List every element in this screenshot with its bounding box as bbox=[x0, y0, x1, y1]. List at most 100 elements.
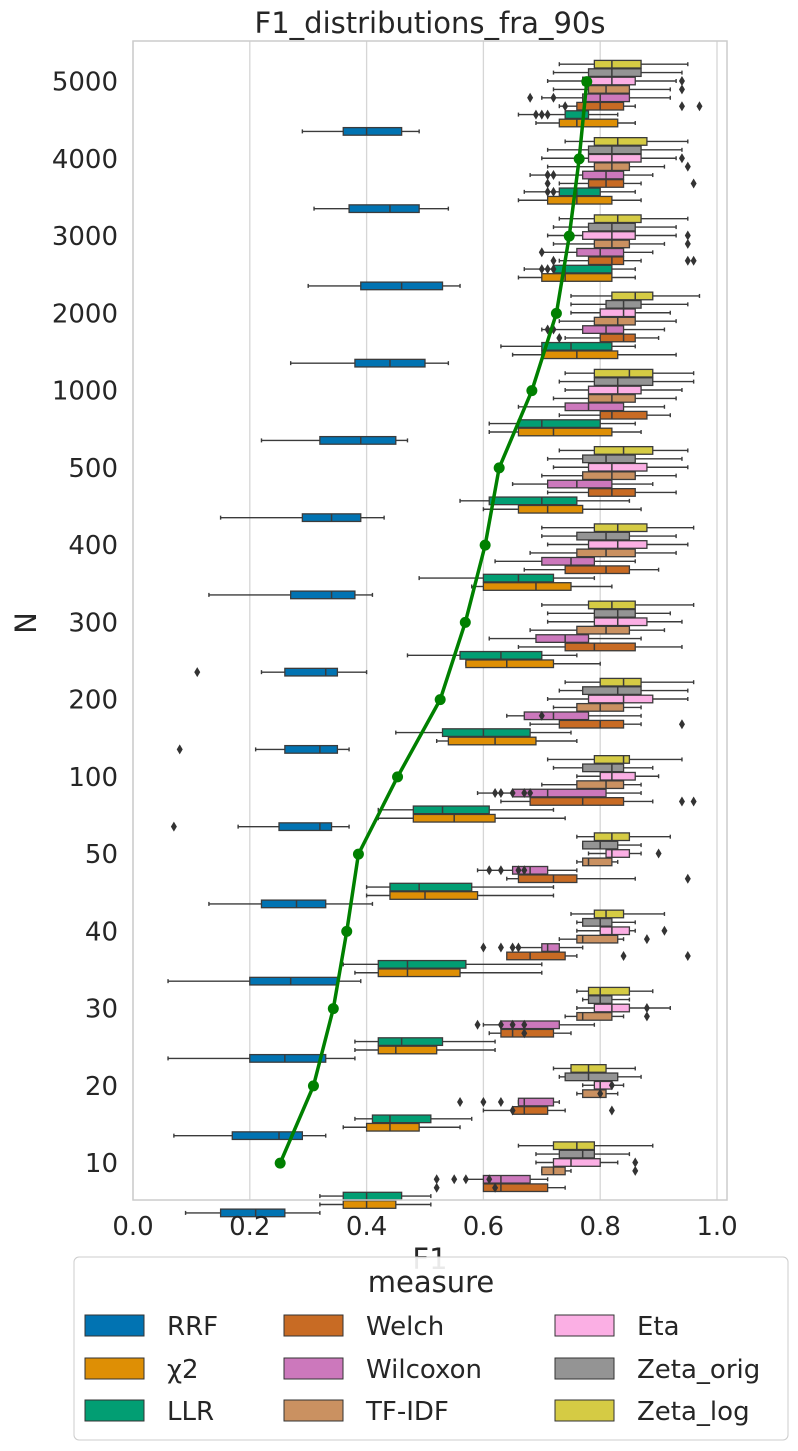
box bbox=[465, 659, 555, 669]
box bbox=[582, 763, 625, 773]
y-tick-label: 5000 bbox=[52, 68, 118, 98]
box-zetaorig-n500 bbox=[546, 454, 683, 464]
box-tfidf-n20 bbox=[576, 1088, 619, 1099]
legend-swatch bbox=[84, 1399, 145, 1422]
outlier bbox=[176, 744, 183, 755]
box-tfidf-n10 bbox=[541, 1165, 639, 1176]
outlier bbox=[497, 942, 504, 953]
box bbox=[342, 1191, 403, 1201]
box bbox=[599, 410, 648, 420]
box-llr-n100 bbox=[377, 805, 555, 815]
box bbox=[587, 84, 631, 94]
box-zetalog-n400 bbox=[541, 523, 695, 533]
mean-point bbox=[493, 462, 505, 474]
outlier bbox=[684, 161, 691, 172]
outlier bbox=[509, 788, 516, 799]
box-tfidf-n2000 bbox=[558, 316, 677, 326]
legend-frame bbox=[73, 1256, 789, 1441]
box-zetalog-n10 bbox=[517, 1141, 654, 1151]
legend-label: RRF bbox=[167, 1312, 218, 1342]
box-rrf-n30 bbox=[167, 1053, 356, 1063]
outlier bbox=[678, 76, 685, 86]
outlier bbox=[527, 92, 534, 103]
box-llr-n300 bbox=[406, 650, 578, 660]
box-wilcoxon-n40 bbox=[480, 942, 584, 953]
box-wilcoxon-n400 bbox=[494, 556, 636, 566]
outlier bbox=[538, 109, 545, 120]
outlier bbox=[521, 1019, 528, 1030]
box-llr-n4000 bbox=[523, 186, 636, 197]
outlier bbox=[544, 109, 551, 120]
box-zetalog-n5000 bbox=[558, 59, 689, 69]
box-rrf-n200 bbox=[176, 744, 350, 755]
outlier bbox=[492, 1182, 499, 1193]
outlier bbox=[433, 1182, 440, 1193]
box bbox=[587, 385, 642, 395]
box bbox=[605, 849, 631, 858]
box bbox=[231, 1131, 304, 1141]
outlier bbox=[684, 238, 691, 249]
box-zetaorig-n300 bbox=[546, 608, 671, 618]
legend-label: χ2 bbox=[167, 1355, 199, 1385]
mean-point bbox=[392, 771, 404, 783]
box bbox=[377, 1037, 444, 1047]
outlier bbox=[538, 247, 545, 258]
box-2-n500 bbox=[482, 504, 642, 514]
box-zetalog-n300 bbox=[541, 600, 695, 610]
box-2-n4000 bbox=[517, 195, 642, 205]
outlier bbox=[556, 332, 563, 343]
box-2-n3000 bbox=[517, 273, 636, 282]
box bbox=[389, 882, 473, 892]
box bbox=[593, 377, 654, 387]
y-tick-label: 4000 bbox=[52, 145, 118, 175]
legend-item: RRF bbox=[84, 1312, 218, 1342]
box bbox=[517, 504, 584, 514]
box bbox=[599, 771, 636, 781]
mean-point bbox=[479, 539, 491, 551]
mean-point bbox=[581, 76, 593, 88]
box-welch-n100 bbox=[500, 796, 697, 807]
outlier bbox=[532, 109, 539, 120]
box-rrf-n2000 bbox=[289, 358, 450, 368]
legend-label: Welch bbox=[366, 1312, 444, 1342]
box bbox=[582, 325, 625, 334]
box-eta-n100 bbox=[576, 771, 660, 781]
outlier bbox=[661, 925, 668, 936]
box-tfidf-n50 bbox=[576, 857, 619, 867]
box-zetaorig-n4000 bbox=[546, 145, 683, 155]
box bbox=[587, 694, 654, 704]
box-zetalog-n2000 bbox=[570, 291, 701, 301]
y-tick-label: 200 bbox=[68, 686, 118, 716]
box bbox=[284, 667, 339, 677]
box bbox=[377, 1045, 438, 1055]
outlier bbox=[620, 950, 627, 961]
box bbox=[319, 435, 397, 445]
box bbox=[582, 917, 613, 927]
box-zetaorig-n1000 bbox=[558, 377, 695, 387]
box-eta-n300 bbox=[546, 617, 683, 627]
box-wilcoxon-n10 bbox=[433, 1174, 549, 1185]
legend-swatch bbox=[283, 1314, 344, 1337]
outlier bbox=[492, 788, 499, 799]
y-axis-label: N bbox=[9, 612, 43, 634]
mean-point bbox=[526, 385, 538, 397]
legend-item: Welch bbox=[283, 1312, 444, 1342]
box-tfidf-n500 bbox=[541, 471, 677, 481]
box-zetalog-n3000 bbox=[558, 214, 689, 224]
chart-title: F1_distributions_fra_90s bbox=[255, 6, 606, 40]
box bbox=[587, 986, 631, 996]
box-welch-n3000 bbox=[550, 255, 697, 266]
box-rrf-n400 bbox=[208, 590, 374, 600]
box bbox=[348, 204, 420, 214]
outlier bbox=[544, 264, 551, 275]
box bbox=[599, 308, 636, 318]
mean-point bbox=[573, 153, 585, 165]
box-rrf-n1000 bbox=[260, 435, 409, 445]
mean-line bbox=[274, 76, 593, 1169]
outlier bbox=[515, 942, 522, 953]
box bbox=[511, 1106, 549, 1115]
box-zetalog-n1000 bbox=[564, 368, 695, 378]
box bbox=[342, 1200, 397, 1209]
outlier bbox=[550, 170, 557, 181]
box bbox=[587, 68, 642, 78]
